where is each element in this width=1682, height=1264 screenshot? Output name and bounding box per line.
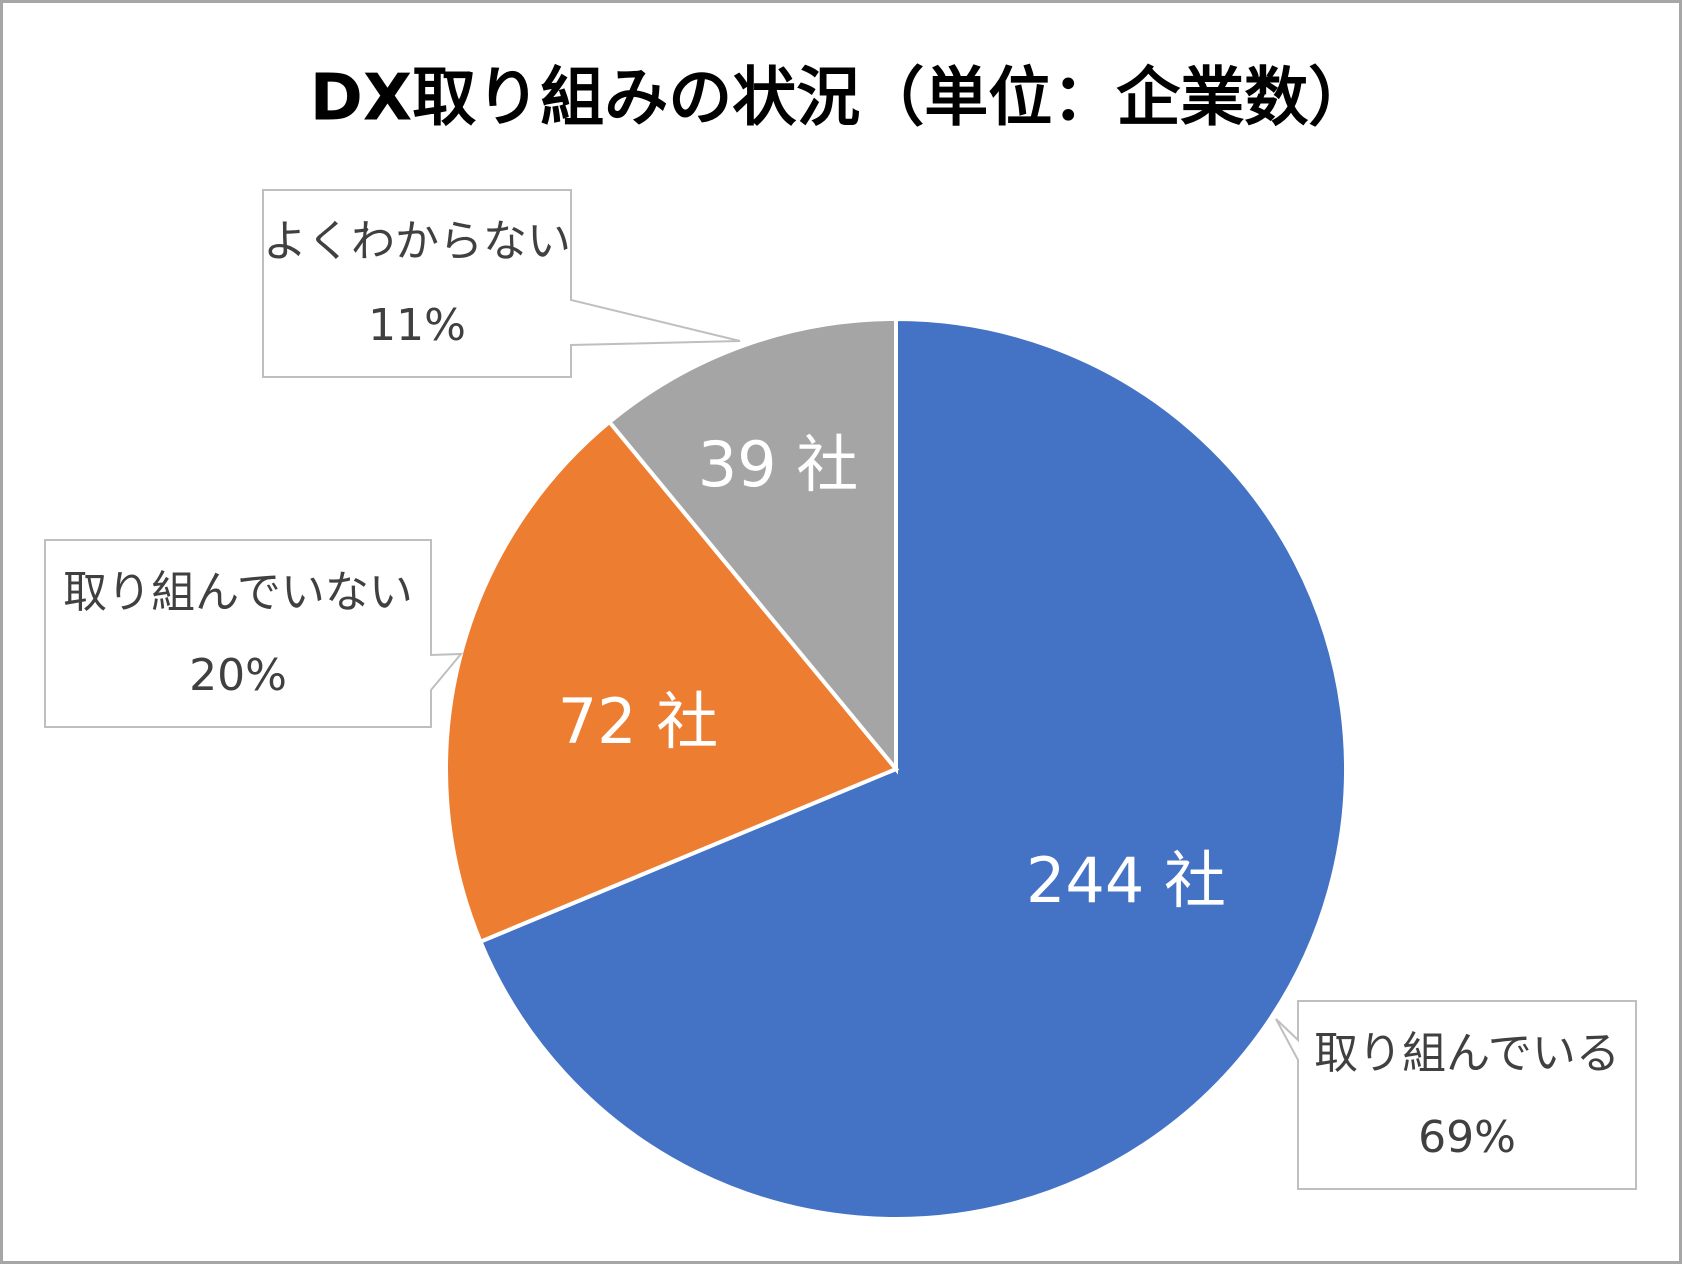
pie-slice — [477, 316, 1348, 1221]
callout-box — [1275, 1000, 1637, 1190]
callout-category: よくわからない — [263, 216, 571, 267]
chart-title: DX取り組みの状況（単位：企業数） — [310, 62, 1372, 136]
data-label: 39 社 — [698, 428, 859, 501]
data-label: 244 社 — [1026, 844, 1226, 917]
data-label: 72 社 — [558, 685, 719, 758]
callout-percent: 69% — [1418, 1112, 1516, 1163]
callout-category: 取り組んでいない — [63, 567, 413, 618]
callout-category: 取り組んでいる — [1314, 1028, 1620, 1079]
callout-box — [44, 539, 464, 728]
pie — [444, 316, 1348, 1221]
pie-slice — [444, 419, 900, 945]
pie-slice — [606, 316, 898, 775]
callout-percent: 11% — [368, 300, 466, 351]
callout-box — [262, 189, 741, 378]
callout-percent: 20% — [189, 650, 287, 701]
